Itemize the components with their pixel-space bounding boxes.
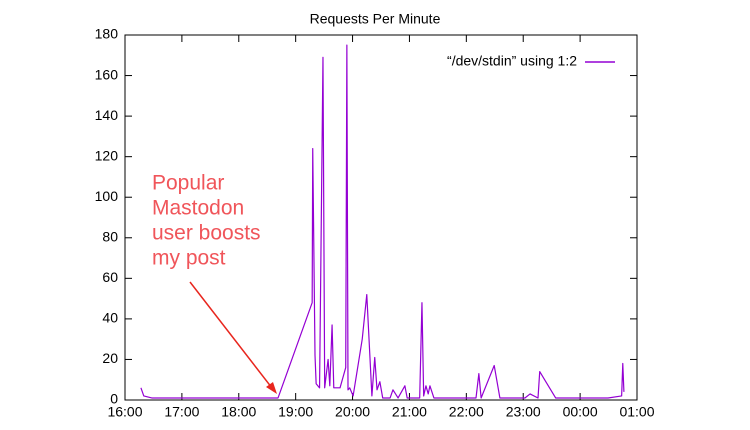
y-tick-label: 100 xyxy=(95,188,119,204)
annotation-text: my post xyxy=(152,247,226,270)
annotation-arrow xyxy=(189,281,273,389)
y-tick-label: 0 xyxy=(110,391,118,407)
y-tick-label: 60 xyxy=(102,269,118,285)
y-tick-label: 160 xyxy=(95,66,119,82)
x-tick-label: 17:00 xyxy=(164,404,199,420)
annotation-arrowhead xyxy=(266,382,277,394)
annotation-text: user boosts xyxy=(152,222,261,245)
x-tick-label: 21:00 xyxy=(392,404,427,420)
y-tick-label: 80 xyxy=(102,228,118,244)
plot-frame xyxy=(124,34,638,401)
annotation-text: Popular xyxy=(152,172,224,195)
y-tick-label: 40 xyxy=(102,310,118,326)
series-line xyxy=(140,44,625,399)
x-tick-label: 00:00 xyxy=(563,404,598,420)
y-tick-label: 120 xyxy=(95,147,119,163)
x-tick-label: 16:00 xyxy=(107,404,142,420)
y-tick-label: 140 xyxy=(95,107,119,123)
chart-title: Requests Per Minute xyxy=(310,11,441,27)
legend-label: “/dev/stdin” using 1:2 xyxy=(447,53,577,69)
x-tick-label: 18:00 xyxy=(221,404,256,420)
x-tick-label: 19:00 xyxy=(278,404,313,420)
annotation-text: Mastodon xyxy=(152,197,244,220)
x-tick-label: 23:00 xyxy=(506,404,541,420)
x-tick-label: 20:00 xyxy=(335,404,370,420)
y-tick-label: 20 xyxy=(102,350,118,366)
y-tick-label: 180 xyxy=(95,26,119,42)
annotation xyxy=(189,281,277,394)
x-tick-label: 01:00 xyxy=(619,404,654,420)
x-tick-label: 22:00 xyxy=(449,404,484,420)
